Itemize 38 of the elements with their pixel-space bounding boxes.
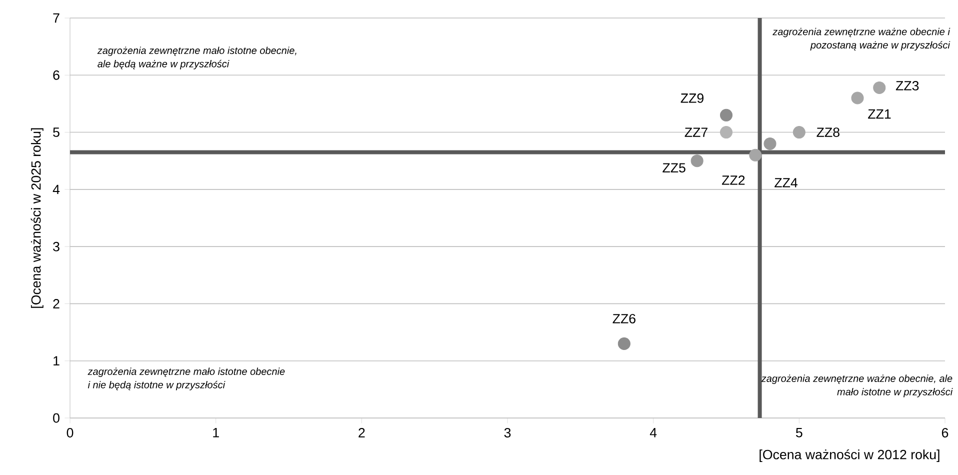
x-tick-label: 5: [796, 428, 802, 438]
x-tick-label: 3: [504, 428, 511, 438]
annotation: ZZ1: [868, 109, 891, 119]
point: [792, 126, 806, 139]
annotation: zagrożenia zewnętrzne ważne obecnie i pozostaną ważne w przyszłości: [772, 28, 950, 51]
point: [690, 154, 704, 168]
x-tick-label: 6: [942, 428, 948, 438]
annotation: ZZ4: [774, 178, 798, 188]
y-tick-label: 5: [53, 128, 60, 137]
point: [720, 126, 733, 139]
point: [618, 337, 630, 350]
y-tick-label: 1: [54, 356, 60, 366]
x-tick-label: 4: [650, 428, 657, 438]
annotation: ZZ7: [684, 128, 708, 137]
x-tick-label: 1: [213, 428, 219, 438]
y-tick-label: 2: [53, 299, 60, 308]
y-tick-label: 7: [53, 13, 60, 23]
annotation: ZZ5: [662, 163, 686, 173]
point: [873, 81, 886, 94]
y-tick-label: 3: [53, 242, 60, 252]
annotation: ZZ6: [612, 314, 636, 324]
x-tick-label: 2: [358, 428, 365, 438]
y-tick-label: 4: [52, 184, 60, 194]
point: [851, 92, 864, 104]
annotation: ZZ9: [680, 93, 704, 103]
point: [749, 148, 762, 162]
annotation: zagrożenia zewnętrzne mało istotne obecnie i nie będą istotne w przyszłości: [88, 368, 285, 390]
point: [764, 137, 776, 150]
y-tick-label: 0: [53, 413, 60, 423]
annotation: zagrożenia zewnętrzne mało istotne obecnie, ale będą ważne w przyszłości: [97, 46, 296, 70]
annotation: ZZ2: [722, 175, 745, 185]
x-axis-title: [Ocena ważności w 2012 roku]: [760, 449, 940, 462]
y-axis-title: [Ocena ważności w 2025 roku]: [30, 128, 44, 308]
point: [720, 108, 733, 122]
annotation: ZZ3: [896, 81, 919, 90]
y-tick-label: 6: [53, 70, 60, 80]
annotation: ZZ8: [816, 128, 840, 137]
x-tick-label: 0: [66, 428, 74, 438]
